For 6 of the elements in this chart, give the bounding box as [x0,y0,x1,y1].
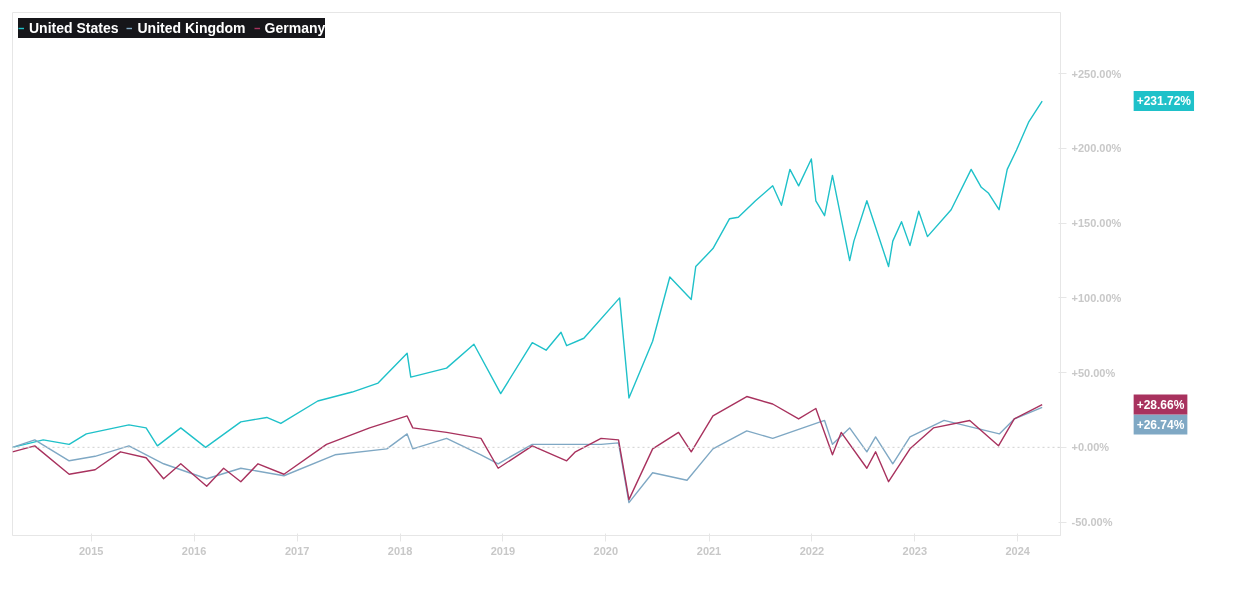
text: +26.74% [1136,417,1185,432]
text: +28.66% [1136,397,1185,412]
legend-label: United States [29,20,119,36]
text: +231.72% [1136,94,1192,109]
legend-label: Germany [264,20,326,36]
legend-label: United Kingdom [137,20,246,36]
